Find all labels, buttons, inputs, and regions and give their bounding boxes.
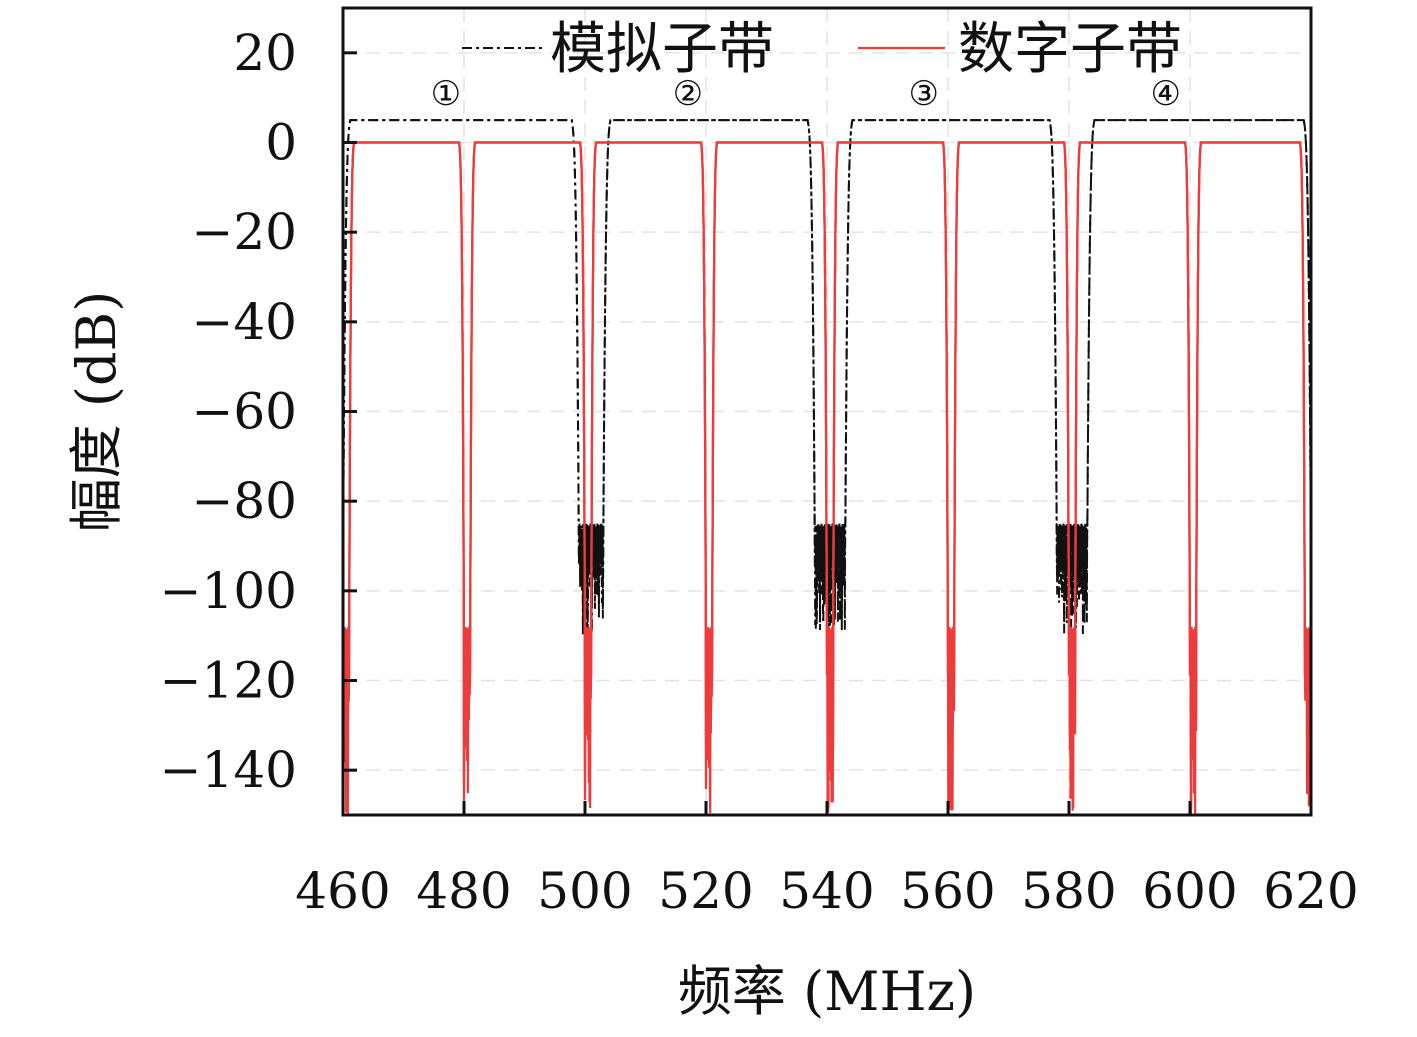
x-tick-label-5: 560: [900, 862, 995, 920]
y-tick-label-0: 20: [233, 24, 297, 82]
series-layer: [341, 119, 1313, 814]
y-tick-label-5: −80: [191, 472, 297, 530]
x-tick-label-0: 460: [295, 862, 390, 920]
band-label-1: ①: [431, 74, 461, 114]
x-tick-label-4: 540: [779, 862, 874, 920]
x-tick-label-6: 580: [1021, 862, 1116, 920]
y-tick-label-7: −120: [160, 652, 297, 710]
legend: 模拟子带 数字子带: [462, 17, 1182, 82]
ticks: [341, 51, 1313, 815]
x-tick-label-2: 500: [537, 862, 632, 920]
y-tick-label-8: −140: [160, 741, 297, 799]
y-tick-label-4: −60: [191, 383, 297, 441]
band-label-4: ④: [1151, 74, 1181, 114]
x-axis-title: 频率 (MHz): [678, 960, 976, 1023]
x-tick-label-7: 600: [1142, 862, 1237, 920]
y-tick-label-3: −40: [191, 293, 297, 351]
y-axis-title: 幅度 (dB): [65, 291, 128, 533]
x-tick-label-8: 620: [1263, 862, 1358, 920]
x-tick-label-3: 520: [658, 862, 753, 920]
legend-label-analog: 模拟子带: [550, 17, 774, 82]
band-label-2: ②: [673, 74, 703, 114]
y-tick-label-6: −100: [160, 562, 297, 620]
legend-label-digital: 数字子带: [958, 17, 1182, 82]
y-tick-label-1: 0: [265, 114, 297, 172]
x-tick-label-1: 480: [416, 862, 511, 920]
y-tick-label-2: −20: [191, 203, 297, 261]
tick-labels: 460 480 500 520 540 560 580 600 620 20 0 −20 −40 −60 −…: [160, 24, 1359, 920]
series-1-line-2: [341, 141, 1313, 814]
band-labels: ① ② ③ ④: [431, 74, 1181, 114]
band-label-3: ③: [909, 74, 939, 114]
